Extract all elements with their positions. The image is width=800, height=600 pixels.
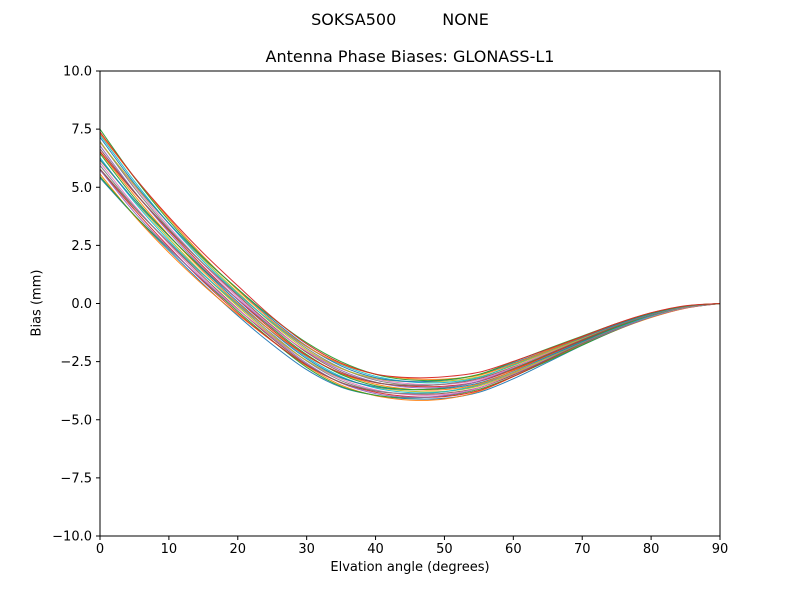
bias-curve (99, 131, 721, 379)
x-tick-label: 50 (436, 542, 453, 557)
bias-curve (99, 128, 721, 382)
bias-curve (99, 177, 721, 400)
bias-curve (99, 168, 721, 395)
x-tick-label: 80 (643, 542, 660, 557)
x-tick-label: 90 (712, 542, 729, 557)
y-axis-label: Bias (mm) (29, 269, 45, 337)
y-tick-label: 0.0 (71, 297, 92, 312)
y-tick-label: 2.5 (71, 239, 92, 254)
y-tick-label: 7.5 (71, 123, 92, 138)
y-tick-label: −5.0 (60, 413, 92, 428)
station-id-label: SOKSA500 (311, 10, 397, 29)
bias-curve (99, 153, 721, 391)
x-tick-label: 0 (96, 542, 104, 557)
bias-curve (99, 169, 721, 398)
bias-curve (99, 169, 721, 398)
bias-curve (99, 141, 721, 383)
bias-curve (99, 173, 721, 401)
y-tick-label: −10.0 (52, 530, 92, 545)
bias-curve (99, 165, 721, 395)
y-tick-label: 10.0 (63, 65, 92, 80)
x-tick-label: 60 (505, 542, 522, 557)
x-tick-label: 30 (298, 542, 315, 557)
x-tick-label: 40 (367, 542, 384, 557)
x-tick-label: 20 (230, 542, 247, 557)
bias-curve (99, 162, 721, 396)
x-axis-label: Elvation angle (degrees) (330, 560, 490, 575)
y-tick-label: −2.5 (60, 355, 92, 370)
x-tick-label: 70 (574, 542, 591, 557)
bias-curve (99, 176, 721, 399)
y-tick-label: −7.5 (60, 471, 92, 486)
plot-area (99, 70, 721, 537)
x-tick-label: 10 (161, 542, 178, 557)
radome-label: NONE (442, 10, 489, 29)
plot-title: Antenna Phase Biases: GLONASS-L1 (265, 47, 555, 66)
y-tick-label: 5.0 (71, 181, 92, 196)
plot-suptitle: SOKSA500 NONE (0, 10, 800, 30)
